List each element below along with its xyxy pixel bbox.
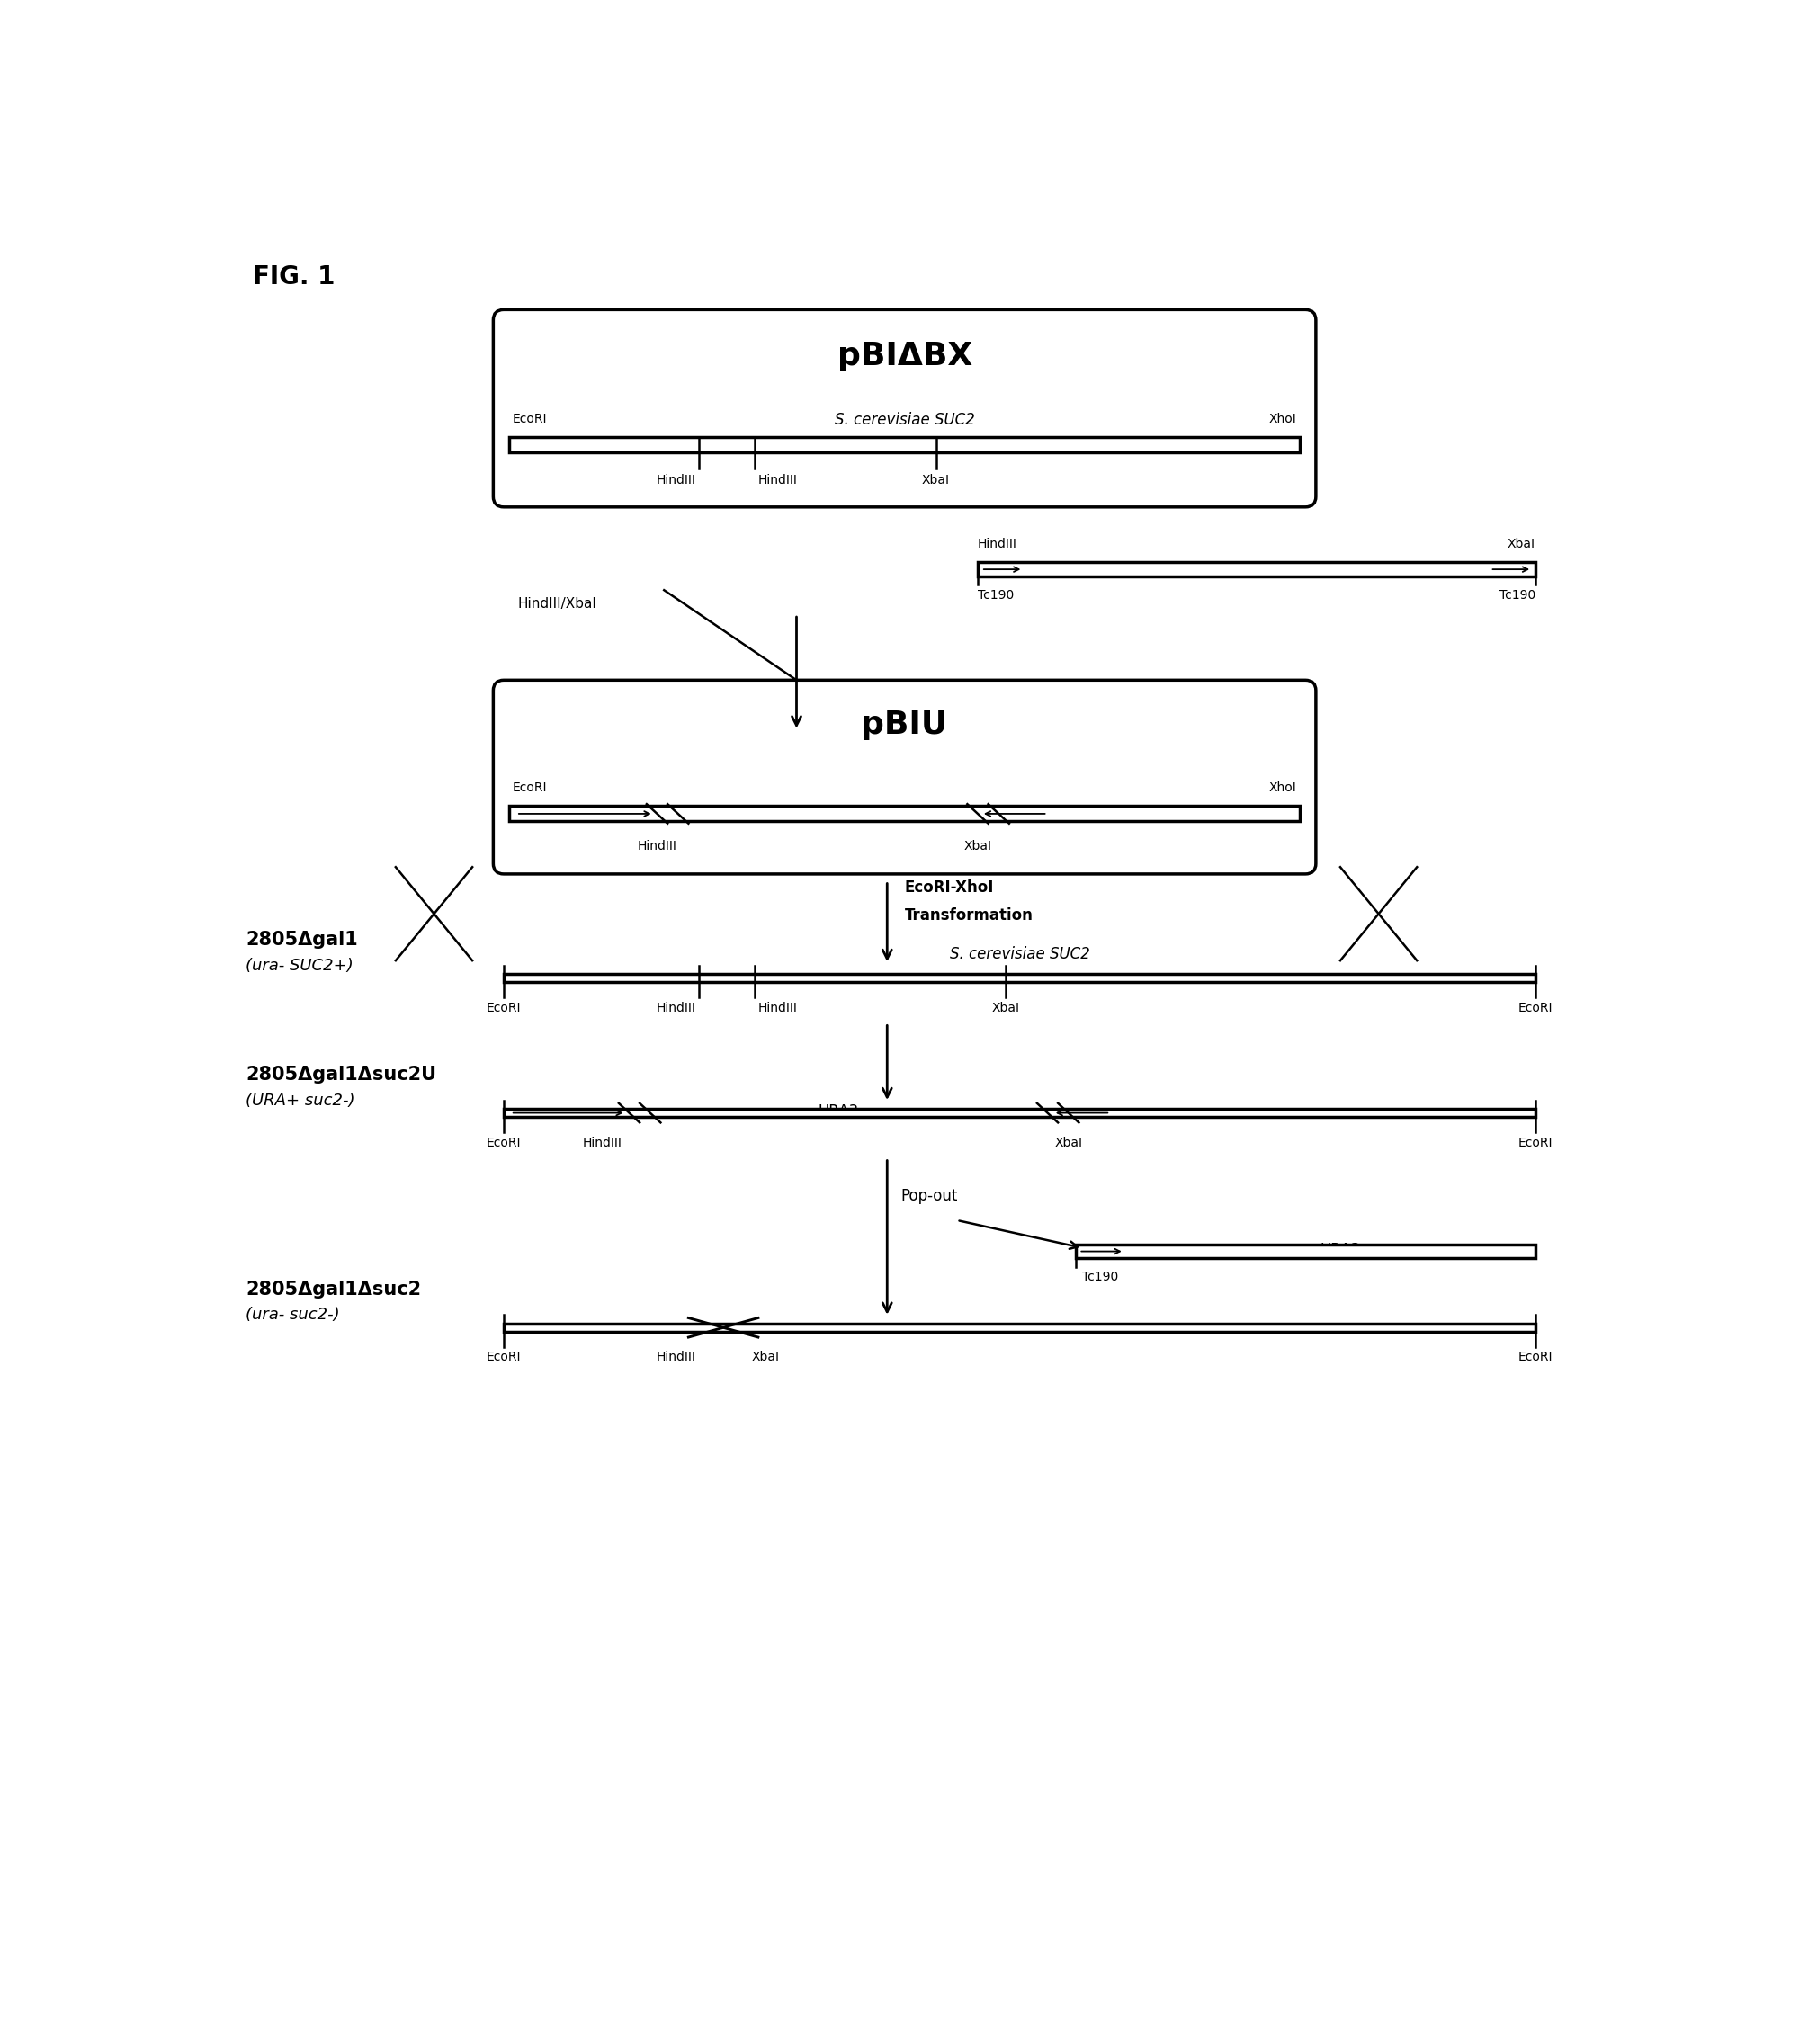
Text: URA3: URA3 bbox=[797, 803, 838, 820]
Text: URA3: URA3 bbox=[819, 1104, 858, 1120]
Text: Tc190: Tc190 bbox=[1499, 589, 1536, 601]
Text: EcoRI: EcoRI bbox=[1518, 1136, 1553, 1149]
Text: XbaI: XbaI bbox=[752, 1351, 779, 1363]
Text: HindIII: HindIII bbox=[657, 1351, 696, 1363]
Text: 2805Δgal1Δsuc2: 2805Δgal1Δsuc2 bbox=[246, 1280, 421, 1298]
Text: Pop-out: Pop-out bbox=[901, 1188, 959, 1204]
Bar bbox=[979, 562, 1536, 576]
Text: HindIII: HindIII bbox=[637, 840, 676, 852]
Text: EcoRI: EcoRI bbox=[1518, 1351, 1553, 1363]
Text: HindIII: HindIII bbox=[657, 474, 696, 486]
Text: (ura- suc2-): (ura- suc2-) bbox=[246, 1306, 340, 1322]
Bar bbox=[1076, 1245, 1536, 1259]
Bar bbox=[509, 437, 1301, 452]
Text: HindIII: HindIII bbox=[979, 538, 1016, 550]
Text: XbaI: XbaI bbox=[1508, 538, 1536, 550]
FancyBboxPatch shape bbox=[493, 681, 1315, 875]
Text: 2805Δgal1Δsuc2U: 2805Δgal1Δsuc2U bbox=[246, 1065, 437, 1083]
Text: EcoRI: EcoRI bbox=[1518, 1002, 1553, 1014]
Text: Tc190: Tc190 bbox=[979, 589, 1015, 601]
Text: pBIΔBX: pBIΔBX bbox=[837, 341, 971, 372]
Text: ': ' bbox=[1407, 566, 1412, 583]
Text: HindIII/XbaI: HindIII/XbaI bbox=[518, 597, 597, 611]
Text: URA3: URA3 bbox=[1236, 560, 1277, 576]
Text: 2805Δgal1: 2805Δgal1 bbox=[246, 930, 358, 948]
Text: EcoRI: EcoRI bbox=[486, 1002, 522, 1014]
Bar bbox=[504, 1108, 1536, 1116]
FancyBboxPatch shape bbox=[493, 311, 1315, 507]
Text: FIG. 1: FIG. 1 bbox=[252, 264, 335, 290]
Text: XbaI: XbaI bbox=[964, 840, 991, 852]
Text: XbaI: XbaI bbox=[921, 474, 950, 486]
Text: XbaI: XbaI bbox=[991, 1002, 1020, 1014]
Text: HindIII: HindIII bbox=[757, 474, 797, 486]
Bar bbox=[504, 973, 1536, 981]
Text: HindIII: HindIII bbox=[583, 1136, 622, 1149]
Text: Transformation: Transformation bbox=[905, 908, 1033, 924]
Text: XhoI: XhoI bbox=[1268, 413, 1297, 425]
Text: HindIII: HindIII bbox=[757, 1002, 797, 1014]
Text: URA3: URA3 bbox=[1320, 1243, 1360, 1257]
Text: Tc190: Tc190 bbox=[1083, 1271, 1119, 1284]
Text: S. cerevisiae SUC2: S. cerevisiae SUC2 bbox=[950, 946, 1090, 963]
Text: EcoRI: EcoRI bbox=[513, 413, 547, 425]
Text: (ura- SUC2+): (ura- SUC2+) bbox=[246, 957, 353, 973]
Text: (URA+ suc2-): (URA+ suc2-) bbox=[246, 1091, 354, 1108]
Bar bbox=[509, 805, 1301, 822]
Bar bbox=[504, 1322, 1536, 1333]
Text: XhoI: XhoI bbox=[1268, 781, 1297, 795]
Text: HindIII: HindIII bbox=[657, 1002, 696, 1014]
Text: pBIU: pBIU bbox=[862, 709, 948, 740]
Text: EcoRI: EcoRI bbox=[486, 1351, 522, 1363]
Text: XbaI: XbaI bbox=[1054, 1136, 1083, 1149]
Text: EcoRI: EcoRI bbox=[513, 781, 547, 795]
Text: S. cerevisiae SUC2: S. cerevisiae SUC2 bbox=[835, 413, 975, 427]
Text: EcoRI: EcoRI bbox=[486, 1136, 522, 1149]
Text: EcoRI-XhoI: EcoRI-XhoI bbox=[905, 879, 993, 895]
